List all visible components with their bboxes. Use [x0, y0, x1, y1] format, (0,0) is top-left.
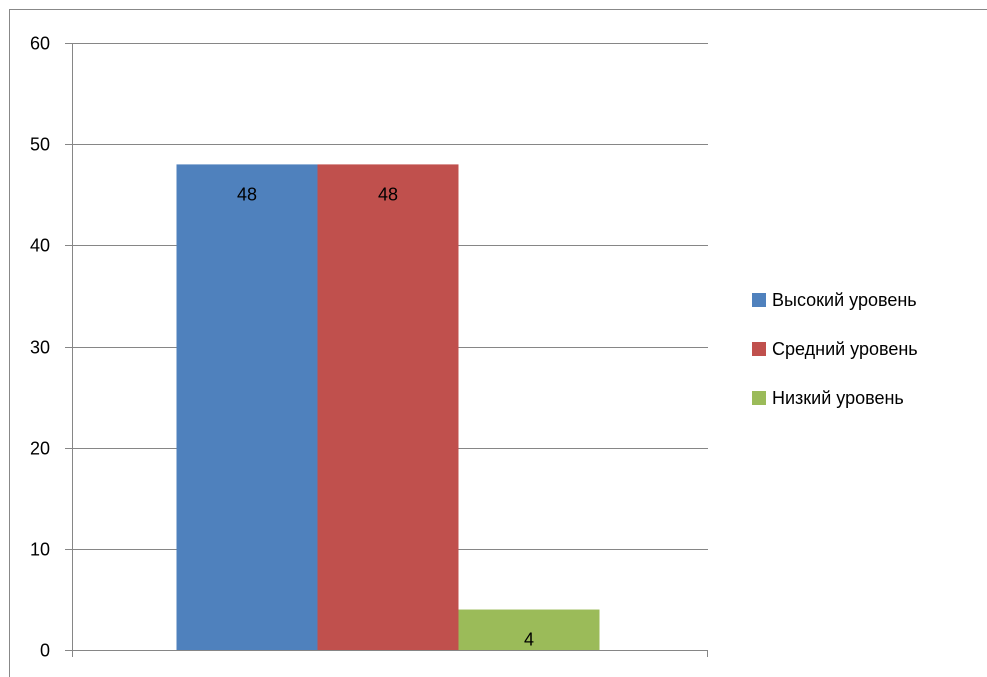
data-labels: 48 48 4	[237, 184, 534, 649]
bar	[317, 164, 459, 650]
bars	[176, 164, 600, 650]
bar	[458, 609, 600, 650]
axes	[65, 43, 708, 657]
legend-label: Средний уровень	[772, 339, 918, 359]
y-tick-label: 50	[30, 135, 50, 155]
y-tick-label: 20	[30, 439, 50, 459]
y-tick-label: 0	[40, 641, 50, 661]
y-tick-label: 40	[30, 236, 50, 256]
legend-swatch	[752, 342, 766, 356]
legend-swatch	[752, 391, 766, 405]
legend-label: Высокий уровень	[772, 290, 917, 310]
bar	[176, 164, 318, 650]
legend-label: Низкий уровень	[772, 388, 904, 408]
data-label: 4	[524, 630, 534, 650]
legend: Высокий уровень Средний уровень Низкий уро…	[752, 290, 918, 408]
data-label: 48	[237, 184, 257, 204]
data-label: 48	[378, 184, 398, 204]
legend-swatch	[752, 293, 766, 307]
y-tick-label: 10	[30, 540, 50, 560]
y-tick-label: 60	[30, 34, 50, 54]
y-tick-labels: 0 10 20 30 40 50 60	[30, 34, 50, 661]
chart-border	[9, 9, 987, 677]
y-tick-label: 30	[30, 338, 50, 358]
